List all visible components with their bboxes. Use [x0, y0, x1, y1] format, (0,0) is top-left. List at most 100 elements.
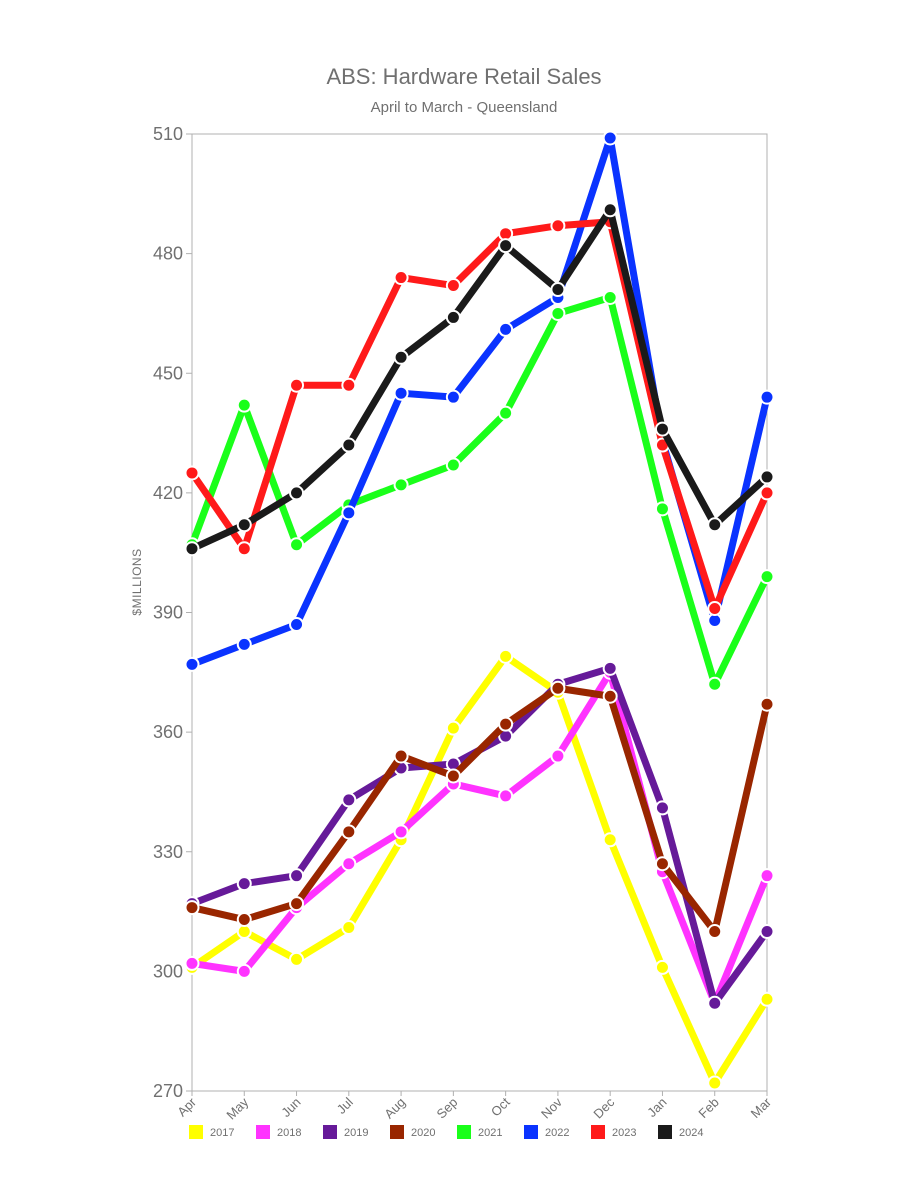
legend-item-2018[interactable]: 2018: [256, 1125, 301, 1139]
legend-label: 2022: [545, 1127, 569, 1139]
series-line-2020: [188, 684, 771, 935]
data-point-2023[interactable]: [289, 377, 305, 393]
data-point-2021[interactable]: [550, 305, 566, 321]
data-point-2021[interactable]: [445, 457, 461, 473]
data-point-2021[interactable]: [759, 569, 775, 585]
data-point-2024[interactable]: [445, 309, 461, 325]
data-point-2023[interactable]: [550, 218, 566, 234]
legend-label: 2021: [478, 1127, 502, 1139]
data-point-2022[interactable]: [341, 505, 357, 521]
data-point-2017[interactable]: [707, 1075, 723, 1091]
data-point-2020[interactable]: [498, 716, 514, 732]
data-point-2020[interactable]: [236, 912, 252, 928]
data-point-2021[interactable]: [707, 676, 723, 692]
data-point-2018[interactable]: [341, 856, 357, 872]
data-point-2023[interactable]: [393, 270, 409, 286]
data-point-2020[interactable]: [184, 900, 200, 916]
data-point-2019[interactable]: [654, 800, 670, 816]
series-line-2022: [188, 134, 771, 668]
data-point-2018[interactable]: [393, 824, 409, 840]
data-point-2019[interactable]: [707, 995, 723, 1011]
data-point-2022[interactable]: [236, 636, 252, 652]
data-point-2019[interactable]: [759, 924, 775, 939]
legend-item-2021[interactable]: 2021: [457, 1125, 502, 1139]
data-point-2024[interactable]: [393, 349, 409, 365]
legend: 2017 2018 2019 2020 2021 2022 2023 2024: [189, 1125, 703, 1139]
legend-label: 2023: [612, 1127, 636, 1139]
legend-item-2019[interactable]: 2019: [323, 1125, 368, 1139]
data-point-2024[interactable]: [602, 202, 618, 218]
data-point-2023[interactable]: [445, 278, 461, 294]
chart-subtitle: April to March - Queensland: [371, 99, 558, 116]
data-point-2019[interactable]: [236, 876, 252, 892]
data-point-2023[interactable]: [759, 485, 775, 501]
data-point-2019[interactable]: [602, 660, 618, 676]
x-tick-label: May: [223, 1094, 251, 1122]
data-point-2024[interactable]: [654, 421, 670, 437]
data-point-2020[interactable]: [707, 924, 723, 939]
data-point-2024[interactable]: [498, 238, 514, 254]
x-tick-label: Oct: [488, 1094, 513, 1119]
data-point-2020[interactable]: [654, 856, 670, 872]
data-point-2022[interactable]: [184, 656, 200, 672]
data-point-2020[interactable]: [550, 680, 566, 696]
x-tick-label: Aug: [381, 1095, 408, 1122]
series-line-2017: [188, 652, 771, 1087]
data-point-2017[interactable]: [289, 951, 305, 967]
data-point-2024[interactable]: [341, 437, 357, 453]
data-point-2021[interactable]: [654, 501, 670, 517]
legend-label: 2017: [210, 1127, 234, 1139]
data-point-2017[interactable]: [498, 648, 514, 664]
data-point-2023[interactable]: [707, 601, 723, 617]
data-point-2021[interactable]: [393, 477, 409, 493]
data-point-2022[interactable]: [602, 130, 618, 146]
data-point-2021[interactable]: [236, 397, 252, 413]
data-point-2018[interactable]: [759, 868, 775, 884]
data-point-2024[interactable]: [289, 485, 305, 501]
data-point-2018[interactable]: [550, 748, 566, 764]
y-tick-label: 270: [153, 1081, 183, 1101]
data-point-2022[interactable]: [759, 389, 775, 405]
data-point-2023[interactable]: [184, 465, 200, 481]
data-point-2019[interactable]: [289, 868, 305, 884]
data-point-2022[interactable]: [498, 321, 514, 337]
data-point-2020[interactable]: [393, 748, 409, 764]
data-point-2022[interactable]: [393, 385, 409, 401]
data-point-2024[interactable]: [550, 282, 566, 298]
data-point-2017[interactable]: [602, 832, 618, 848]
data-point-2017[interactable]: [759, 991, 775, 1007]
data-point-2020[interactable]: [602, 688, 618, 704]
series-2017: [184, 648, 775, 1091]
data-point-2024[interactable]: [759, 469, 775, 485]
data-point-2022[interactable]: [445, 389, 461, 405]
legend-item-2024[interactable]: 2024: [658, 1125, 703, 1139]
data-point-2023[interactable]: [236, 541, 252, 557]
y-tick-label: 360: [153, 722, 183, 742]
y-tick-label: 300: [153, 961, 183, 981]
data-point-2018[interactable]: [236, 963, 252, 979]
data-point-2019[interactable]: [341, 792, 357, 808]
data-point-2020[interactable]: [341, 824, 357, 840]
series-line-2018: [188, 668, 771, 1007]
data-point-2024[interactable]: [236, 517, 252, 533]
data-point-2024[interactable]: [707, 517, 723, 533]
data-point-2022[interactable]: [289, 616, 305, 632]
data-point-2024[interactable]: [184, 541, 200, 557]
data-point-2020[interactable]: [289, 896, 305, 912]
data-point-2020[interactable]: [759, 696, 775, 712]
legend-item-2020[interactable]: 2020: [390, 1125, 435, 1139]
data-point-2023[interactable]: [341, 377, 357, 393]
legend-item-2022[interactable]: 2022: [524, 1125, 569, 1139]
data-point-2017[interactable]: [445, 720, 461, 736]
data-point-2017[interactable]: [341, 920, 357, 936]
data-point-2017[interactable]: [654, 959, 670, 975]
data-point-2018[interactable]: [184, 955, 200, 971]
data-point-2021[interactable]: [289, 537, 305, 553]
legend-item-2023[interactable]: 2023: [591, 1125, 636, 1139]
legend-item-2017[interactable]: 2017: [189, 1125, 234, 1139]
data-point-2018[interactable]: [498, 788, 514, 804]
data-point-2020[interactable]: [445, 768, 461, 784]
data-point-2021[interactable]: [498, 405, 514, 421]
data-point-2021[interactable]: [602, 289, 618, 305]
